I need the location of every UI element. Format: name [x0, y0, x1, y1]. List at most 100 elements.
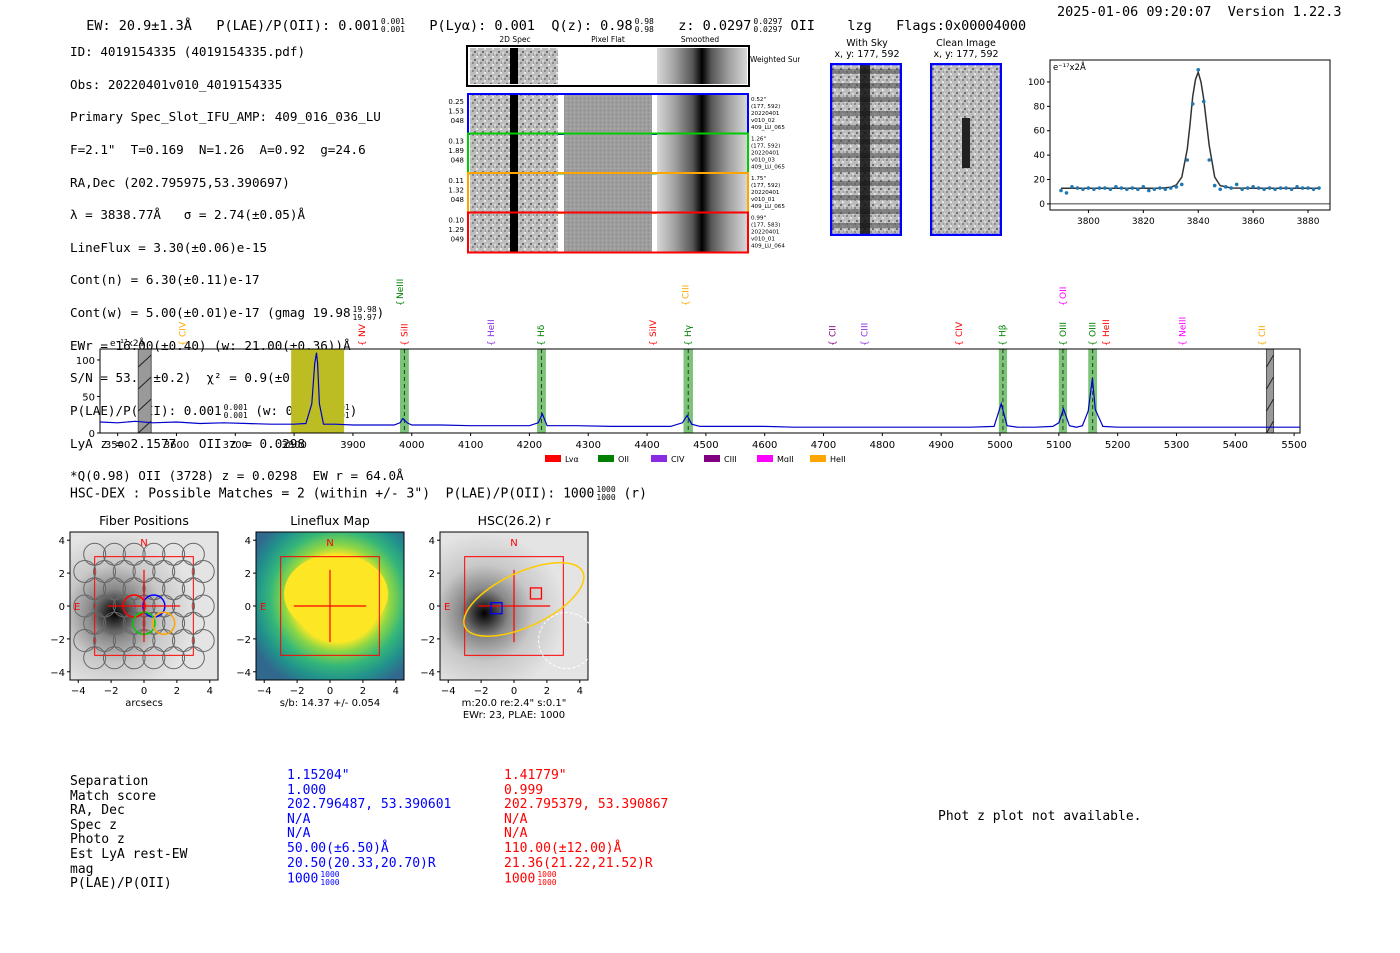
fit-data-point — [1059, 188, 1063, 193]
cutout-left-label: 0.13 — [448, 138, 464, 146]
emission-line-label: HeII — [487, 319, 497, 337]
image-panel: Lineflux Map −4 −4 −2 −2 0 0 2 2 4 4 s/b: 14.37 +/-… — [236, 513, 405, 709]
col-header-2dspec: 2D Spec — [499, 35, 530, 44]
legend-label: CIII — [724, 455, 737, 462]
emission-line-brace: { — [1102, 340, 1112, 346]
fit-data-point — [1075, 186, 1080, 190]
fit-data-point — [1212, 183, 1217, 188]
emission-line-brace: { — [998, 340, 1008, 346]
fit-data-point — [1190, 102, 1195, 106]
col-header-smoothed: Smoothed — [681, 35, 720, 44]
cutout-right-label: 1.26" — [751, 137, 766, 143]
table-cell: N/A — [504, 811, 528, 827]
spectrum-xtick-label: 3900 — [340, 440, 365, 451]
cutout-emission — [510, 213, 518, 252]
fiber-highlight — [151, 611, 176, 636]
table-cell: 1000 1000 1000 — [504, 870, 557, 888]
cutout-right-label: 409_LU_065 — [751, 204, 785, 210]
fit-data-point — [1097, 186, 1102, 190]
fit-data-point — [1300, 186, 1305, 190]
panel-ytick-label: 2 — [59, 569, 65, 580]
cutout-row: 0.131.89 048 1.26"(177, 592)20220401v010_0… — [448, 132, 785, 175]
z-value: z: 0.0297 0.0297 0.0297 — [678, 17, 783, 35]
fit-data-point — [1223, 185, 1228, 189]
fiber-circle — [181, 646, 205, 670]
fit-xtick-label: 3840 — [1187, 217, 1210, 227]
panel-ytick-label: −2 — [50, 635, 65, 646]
fiber-circle — [112, 559, 136, 583]
fiber-circle — [152, 559, 176, 583]
cutout-smoothed — [657, 174, 747, 212]
cutout-right-label: (177, 583) — [751, 223, 780, 229]
panel-xtick-label: 0 — [327, 686, 333, 697]
fit-data-point — [1158, 186, 1162, 190]
table-row-label: Separation — [70, 774, 149, 789]
spectrum-ytick-label: 50 — [82, 392, 95, 403]
image-panels: Fiber Positions−4−4−2−2002244arcsecsNELi… — [50, 513, 596, 721]
fit-data-point — [1256, 186, 1261, 190]
emission-line-label: OIII — [1088, 322, 1098, 337]
fiber-circle — [93, 559, 117, 583]
spectrum-xtick-label: 4900 — [928, 440, 953, 451]
north-label: N — [140, 538, 147, 549]
legend-swatch — [651, 455, 667, 462]
fiber-circle — [142, 542, 166, 566]
match-marker-red — [529, 587, 543, 600]
emission-line-brace: { — [401, 340, 411, 346]
fiber-circle — [83, 577, 107, 601]
panel-ytick-label: 2 — [429, 569, 435, 580]
table-row-label: Match score — [70, 788, 157, 804]
spectrum-xtick-label: 4200 — [517, 440, 542, 451]
emission-line-label: SiII — [401, 323, 411, 337]
info-id: ID: 4019154335 (4019154335.pdf) — [70, 44, 306, 60]
fiber-circle — [162, 611, 186, 635]
image-panel: Fiber Positions −4 −4 −2 −2 0 0 2 2 4 4 arcsecs N E — [50, 513, 219, 709]
spectrum-xtick-label: 3700 — [223, 440, 248, 451]
panel-ytick-label: 0 — [59, 602, 65, 613]
cutout-pixelflat — [564, 134, 652, 173]
fiber-circle — [152, 629, 176, 653]
cutout-left-label: 048 — [451, 196, 464, 204]
cutout-right-label: (177, 592) — [751, 183, 780, 189]
table-row-label: Photo z — [70, 832, 125, 848]
legend-label: HeII — [830, 455, 846, 462]
cutout-left-label: 048 — [451, 157, 464, 165]
fit-data-point — [1234, 182, 1239, 187]
fiber-circle — [83, 646, 107, 670]
clean-image-title: Clean Image x, y: 177, 592 — [933, 38, 999, 60]
spectrum-unit-label: e⁻¹⁷x2Å — [110, 337, 146, 349]
cutout-right-label: 0.99" — [751, 216, 766, 222]
fiber-circle — [142, 611, 166, 635]
fit-data-point — [1295, 185, 1299, 189]
weighted-sum-row: Weighted Sum — [466, 45, 800, 87]
panel-xtick-label: −4 — [71, 686, 86, 697]
table-cell: 1.15204" — [287, 768, 350, 783]
fiber-circle — [181, 577, 205, 601]
spectrum-ytick-label: 0 — [89, 429, 95, 440]
panel-ytick-label: −2 — [420, 635, 435, 646]
image-panel: HSC(26.2) r −4 −4 −2 −2 0 0 2 2 4 4 m:20.0 re:2.4" … — [420, 513, 596, 721]
spectrum-cutouts: 2D Spec Pixel Flat Smoothed Weighted Sum… — [448, 35, 800, 254]
timestamp: 2025-01-06 09:20:07 — [1057, 4, 1212, 20]
spectrum-xtick-label: 4400 — [634, 440, 659, 451]
legend-label: MgII — [777, 455, 794, 462]
panel-xtick-label: 0 — [511, 686, 517, 697]
fit-data-point — [1163, 187, 1168, 192]
fit-data-point — [1218, 187, 1222, 192]
info-contn: Cont(n) = 6.30(±0.11)e-17 — [70, 272, 260, 288]
fit-data-point — [1152, 187, 1157, 192]
spectrum-xtick-label: 4700 — [811, 440, 836, 451]
cutout-right-label: 20220401 — [751, 230, 780, 236]
with-sky-title: With Sky x, y: 177, 592 — [834, 38, 900, 60]
emission-line-label: Hγ — [684, 324, 694, 337]
fit-ytick-label: 60 — [1034, 127, 1046, 137]
match-marker-blue — [490, 602, 503, 615]
panel-ytick-label: 0 — [245, 602, 251, 613]
cutout-smoothed — [657, 213, 747, 252]
north-label: N — [510, 538, 517, 549]
panel-ytick-label: −4 — [420, 668, 435, 679]
fit-xtick-label: 3880 — [1297, 217, 1320, 227]
cutout-emission — [510, 174, 518, 212]
fit-plot-frame — [1049, 59, 1331, 211]
